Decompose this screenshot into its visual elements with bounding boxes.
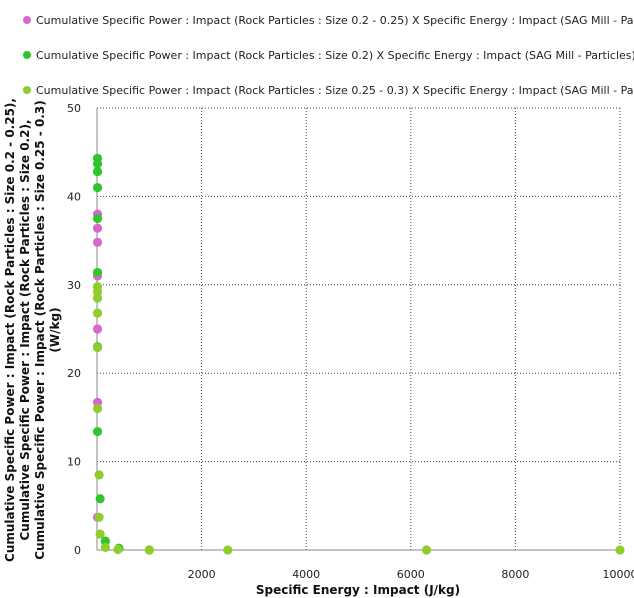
data-point	[92, 293, 103, 303]
legend-label: Cumulative Specific Power : Impact (Rock…	[36, 49, 634, 62]
data-point	[92, 213, 103, 224]
y-tick-label: 30	[67, 279, 81, 292]
data-point	[92, 167, 103, 177]
y-axis-title-line: Cumulative Specific Power : Impact (Rock…	[18, 120, 32, 541]
y-axis-title: Cumulative Specific Power : Impact (Rock…	[3, 98, 62, 562]
data-point	[92, 403, 103, 414]
data-point	[92, 342, 103, 353]
data-point	[92, 308, 103, 318]
data-point	[92, 267, 103, 278]
data-point	[95, 529, 105, 539]
legend-label: Cumulative Specific Power : Impact (Rock…	[36, 14, 634, 27]
tick-labels: 2000 4000 6000 8000 10000 0 10 20 30 40 50	[67, 102, 634, 581]
data-point	[223, 545, 233, 555]
y-tick-label: 0	[74, 544, 81, 557]
data-point	[95, 494, 105, 504]
data-point	[92, 223, 103, 233]
legend: Cumulative Specific Power : Impact (Rock…	[23, 14, 634, 97]
y-axis-title-line: Cumulative Specific Power : Impact (Rock…	[3, 98, 17, 562]
data-point	[615, 545, 625, 555]
data-point	[100, 542, 110, 552]
x-axis-title: Specific Energy : Impact (J/kg)	[256, 583, 460, 597]
data-point	[92, 324, 103, 334]
data-point	[92, 182, 103, 193]
x-tick-label: 8000	[501, 568, 529, 581]
data-point	[94, 512, 104, 522]
y-axis-title-line: (W/kg)	[48, 307, 62, 352]
y-tick-label: 50	[67, 102, 81, 115]
data-point	[421, 545, 432, 555]
data-point	[92, 159, 103, 169]
y-tick-label: 20	[67, 367, 81, 380]
x-tick-label: 6000	[397, 568, 425, 581]
data-point	[92, 237, 103, 247]
x-tick-label: 10000	[603, 568, 634, 581]
y-tick-label: 10	[67, 456, 81, 469]
x-tick-label: 2000	[188, 568, 216, 581]
data-point	[92, 426, 103, 437]
data-points	[92, 153, 625, 555]
legend-marker	[23, 16, 31, 24]
y-axis-title-line: Cumulative Specific Power : Impact (Rock…	[33, 100, 47, 559]
y-tick-label: 40	[67, 190, 81, 203]
legend-label: Cumulative Specific Power : Impact (Rock…	[36, 84, 634, 97]
legend-marker	[23, 51, 31, 59]
grid	[97, 107, 621, 550]
data-point	[144, 545, 154, 555]
legend-marker	[23, 86, 31, 94]
axes	[96, 108, 620, 551]
data-point	[94, 470, 104, 480]
x-tick-label: 4000	[292, 568, 320, 581]
data-point	[113, 544, 123, 555]
